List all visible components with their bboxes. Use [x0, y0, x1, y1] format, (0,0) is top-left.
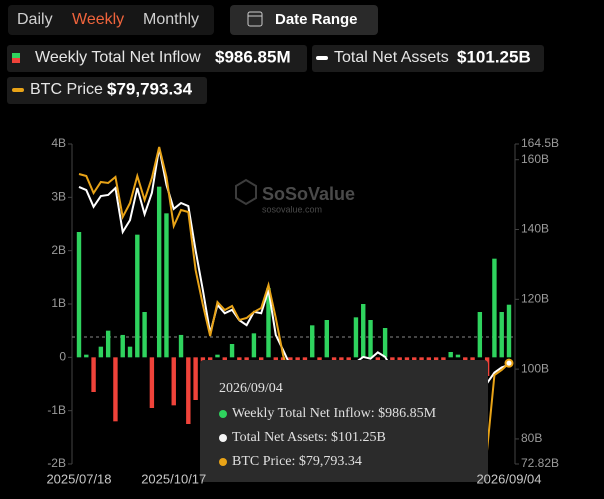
tooltip-title: 2026/09/04: [219, 381, 283, 396]
legend-icon: [12, 53, 20, 58]
bar: [361, 304, 366, 358]
y-tick-label: 0: [59, 350, 66, 364]
y-tick-label: 2B: [51, 243, 66, 257]
bar: [492, 258, 497, 358]
legend-chip[interactable]: [7, 77, 207, 104]
bar: [368, 320, 373, 358]
legend-label: Total Net Assets: [334, 49, 449, 66]
legend-icon: [316, 56, 328, 60]
tooltip-item: Weekly Total Net Inflow: $986.85M: [232, 406, 437, 421]
bar: [266, 288, 271, 358]
legend-icon: [12, 58, 20, 63]
bar: [164, 213, 169, 358]
bar: [251, 333, 257, 358]
bar: [310, 325, 315, 358]
legend-icon: [12, 88, 24, 92]
bar: [91, 357, 96, 392]
bar: [382, 328, 388, 358]
tooltip-dot: [219, 458, 227, 466]
x-tick-label: 2026/09/04: [476, 471, 541, 486]
tab[interactable]: Weekly: [72, 11, 124, 28]
tab[interactable]: Monthly: [143, 11, 199, 28]
legend-label: Weekly Total Net Inflow: [35, 49, 201, 66]
bar: [353, 317, 359, 358]
y2-tick-label: 120B: [521, 291, 549, 305]
bar: [455, 354, 461, 358]
watermark-text: SoSoValue: [262, 184, 355, 204]
y-tick-label: 1B: [51, 296, 66, 310]
bar: [105, 330, 111, 358]
y2-tick-label: 164.5B: [521, 136, 559, 150]
bar: [149, 357, 155, 408]
x-tick-label: 2025/07/18: [46, 471, 111, 486]
bar: [113, 357, 118, 422]
legend-chip[interactable]: [312, 45, 544, 72]
bar: [84, 354, 89, 358]
calendar-icon: [247, 11, 263, 27]
bar: [135, 234, 140, 358]
date-range-button[interactable]: [230, 5, 378, 35]
tooltip: [200, 360, 488, 482]
bar: [499, 312, 504, 358]
bar: [120, 334, 125, 358]
tab[interactable]: Daily: [17, 11, 53, 28]
bar: [98, 346, 104, 358]
x-tick-label: 2025/10/17: [141, 471, 206, 486]
bar: [76, 232, 82, 358]
bar: [477, 312, 483, 358]
watermark-sub: sosovalue.com: [262, 204, 322, 214]
y-tick-label: -1B: [47, 403, 66, 417]
tooltip-item: BTC Price: $79,793.34: [232, 454, 362, 469]
bar: [178, 334, 184, 358]
y2-tick-label: 80B: [521, 431, 542, 445]
bar: [127, 346, 133, 358]
y2-tick-label: 72.82B: [521, 456, 559, 470]
y-tick-label: -2B: [47, 456, 66, 470]
legend-value: $986.85M: [215, 47, 291, 66]
bar: [186, 357, 191, 424]
bar: [215, 354, 220, 358]
overlay: 2026/09/04 Weekly Total Net Inflow: $986.…: [200, 358, 514, 482]
legend-label: BTC Price: [30, 81, 103, 98]
bar: [506, 304, 512, 358]
legend-chip[interactable]: [7, 45, 307, 72]
bar: [142, 312, 147, 358]
bar: [171, 357, 176, 406]
legend-value: $101.25B: [457, 47, 531, 66]
end-marker: [504, 358, 514, 368]
tooltip-item: Total Net Assets: $101.25B: [232, 430, 386, 445]
tooltip-dot: [219, 434, 227, 442]
bar: [156, 186, 162, 358]
bar: [448, 352, 453, 358]
tab-group: [8, 5, 214, 35]
watermark: [235, 178, 257, 206]
y2-tick-label: 100B: [521, 361, 549, 375]
y-tick-label: 4B: [51, 136, 66, 150]
y2-tick-label: 160B: [521, 152, 549, 166]
bar: [324, 320, 329, 358]
tooltip-dot: [219, 410, 227, 418]
bar: [193, 357, 198, 400]
y2-tick-label: 140B: [521, 222, 549, 236]
date-range-label[interactable]: Date Range: [275, 11, 358, 28]
legend-value: $79,793.34: [107, 79, 193, 98]
y-tick-label: 3B: [51, 190, 66, 204]
bar: [229, 344, 235, 358]
